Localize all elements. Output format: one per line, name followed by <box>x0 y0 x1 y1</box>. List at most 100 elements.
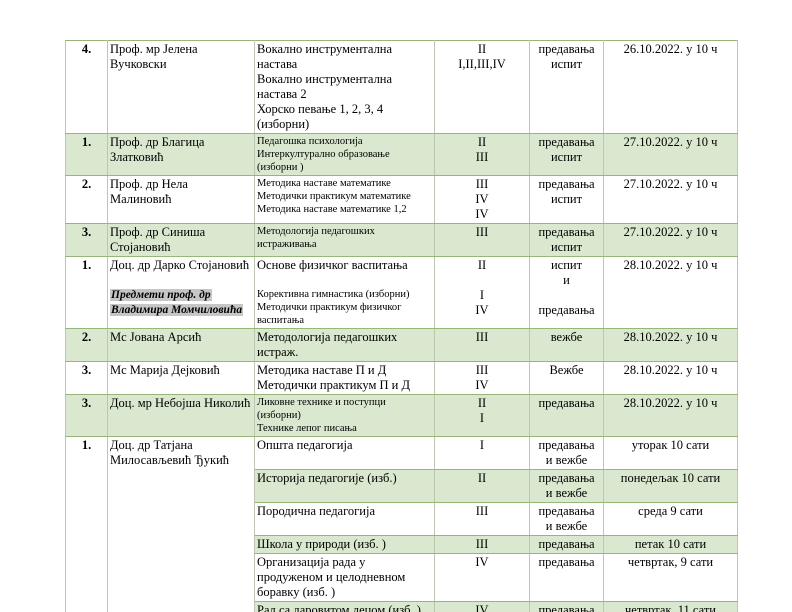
table-row: 3. Доц. мр Небојша Николић Ликовне технике… <box>65 394 738 437</box>
cell-type: предавања <box>529 553 604 602</box>
cell-number: 1. <box>65 133 108 176</box>
schedule-table-body: 4. Проф. мр Јелена Вучковски Вокално инстру… <box>65 40 738 612</box>
cell-date: петак 10 сати <box>603 535 738 554</box>
cell-type: Вежбе <box>529 361 604 395</box>
professor-name: Проф. мр Јелена <box>110 42 198 56</box>
year-value: IV <box>475 555 489 569</box>
cell-type: предавања и вежбе <box>529 502 604 536</box>
subject-name: Рад са даровитом децом (изб. ) <box>257 603 421 612</box>
cell-professor: Доц. др Дарко Стојановић Предмети проф. … <box>107 256 255 329</box>
subject-name: Вокално инструментална настава 2 <box>257 72 393 101</box>
cell-subject: Рад са даровитом децом (изб. ) <box>254 601 435 612</box>
cell-year: IV <box>434 601 530 612</box>
cell-type: предавања испит <box>529 223 604 257</box>
year-value: III <box>475 537 489 551</box>
cell-number: 2. <box>65 328 108 362</box>
cell-type: вежбе <box>529 328 604 362</box>
cell-type: предавања испит <box>529 133 604 176</box>
subject-name: Породична педагогија <box>257 504 375 518</box>
cell-professor: Мс Марија Дејковић <box>107 361 255 395</box>
table-row: Рад са даровитом децом (изб. ) IV предавањ… <box>66 601 738 612</box>
cell-year: III IV <box>434 361 530 395</box>
subject-name: Технике лепог писања <box>257 423 357 434</box>
table-row: Породична педагогија III предавања и вежбе с… <box>66 502 738 536</box>
subject-name: Методички практикум математике <box>257 191 411 202</box>
type-value: испит <box>550 150 583 164</box>
professor-name: Доц. мр Небојша Николић <box>110 396 251 410</box>
type-value: предавања <box>538 537 595 551</box>
table-row: 1. Проф. др Благица Златковић Педагошка пси… <box>65 133 738 176</box>
professor-note-text: Предмети проф. др <box>110 289 212 301</box>
cell-subject: Методика наставе математике Методички пра… <box>254 175 435 224</box>
cell-professor: Проф. др Синиша Стојановић <box>107 223 255 257</box>
type-value <box>532 288 601 303</box>
type-value: предавања <box>538 135 595 149</box>
cell-date: 28.10.2022. у 10 ч <box>603 361 738 395</box>
cell-year: III IV IV <box>434 175 530 224</box>
cell-date: 28.10.2022. у 10 ч <box>603 256 738 329</box>
date-value: петак 10 сати <box>634 537 707 551</box>
row-number: 1. <box>81 135 92 149</box>
cell-subject: Основе физичког васпитања Корективна гим… <box>254 256 435 329</box>
table-row: Организација рада у продуженом и целодне… <box>66 553 738 602</box>
type-value: предавања <box>538 603 595 612</box>
cell-professor: Доц. др Татјана Милосављевић Ђукић <box>107 436 255 612</box>
row-number: 3. <box>81 225 92 239</box>
professor-name: Мс Јована Арсић <box>110 330 202 344</box>
type-value: и вежбе <box>545 486 588 500</box>
subject-name: Школа у природи (изб. ) <box>257 537 386 551</box>
cell-subject: Историја педагогије (изб.) <box>254 469 435 503</box>
cell-number: 1. <box>65 256 108 329</box>
professor-name <box>110 273 252 288</box>
table-row: 2. Проф. др Нела Малиновић Методика наставе… <box>65 175 738 224</box>
row-number: 2. <box>81 177 92 191</box>
cell-date: четвртак, 9 сати <box>603 553 738 602</box>
cell-date: 26.10.2022. у 10 ч <box>603 40 738 134</box>
subject-name: Методички практикум П и Д <box>257 378 410 392</box>
professor-name: Вучковски <box>110 57 167 71</box>
cell-subject: Вокално инструментална настава Вокално ин… <box>254 40 435 134</box>
cell-professor: Проф. др Благица Златковић <box>107 133 255 176</box>
subject-name: Методика наставе математике <box>257 178 391 189</box>
subject-name: Методика наставе математике 1,2 <box>257 204 407 215</box>
cell-subject: Организација рада у продуженом и целодне… <box>254 553 435 602</box>
type-value: предавања <box>538 177 595 191</box>
date-value: 27.10.2022. у 10 ч <box>623 135 718 149</box>
type-value: предавања <box>538 471 595 485</box>
type-value: вежбе <box>550 330 583 344</box>
cell-year: III <box>434 535 530 554</box>
cell-number: 3. <box>65 394 108 437</box>
row-number: 3. <box>81 363 92 377</box>
cell-year: II I IV <box>434 256 530 329</box>
year-value: III <box>475 177 489 191</box>
cell-type: предавања и вежбе <box>529 469 604 503</box>
schedule-table: 4. Проф. мр Јелена Вучковски Вокално инстру… <box>65 40 738 612</box>
cell-date: уторак 10 сати <box>603 436 738 470</box>
year-value: IV <box>475 378 489 392</box>
date-value: 28.10.2022. у 10 ч <box>623 396 718 410</box>
cell-professor: Доц. мр Небојша Николић <box>107 394 255 437</box>
row-number: 3. <box>81 396 92 410</box>
subject-name: Методички практикум физичког васпитања <box>257 302 402 326</box>
cell-date: 27.10.2022. у 10 ч <box>603 133 738 176</box>
subject-name: Хорско певање 1, 2, 3, 4 (изборни) <box>257 102 384 131</box>
row-number: 4. <box>81 42 92 56</box>
year-value: I <box>479 288 485 302</box>
type-value: предавања <box>538 504 595 518</box>
year-value: I <box>479 411 485 425</box>
type-value: и <box>563 273 570 287</box>
cell-year: II I,II,III,IV <box>434 40 530 134</box>
cell-professor: Проф. др Нела Малиновић <box>107 175 255 224</box>
cell-year: III <box>434 223 530 257</box>
cell-number: 3. <box>65 361 108 395</box>
table-row: Историја педагогије (изб.) II предавања и в… <box>66 469 738 503</box>
row-number: 1. <box>81 438 92 452</box>
professor-name: Доц. др Дарко Стојановић <box>110 258 250 272</box>
subject-name: Историја педагогије (изб.) <box>257 471 397 485</box>
cell-year: I <box>434 436 530 470</box>
subject-name: Методологија педагошких истраж. <box>257 330 398 359</box>
table-row: 1. Доц. др Дарко Стојановић Предмети проф… <box>65 256 738 329</box>
year-value: III <box>475 225 489 239</box>
year-value: IV <box>475 303 489 317</box>
